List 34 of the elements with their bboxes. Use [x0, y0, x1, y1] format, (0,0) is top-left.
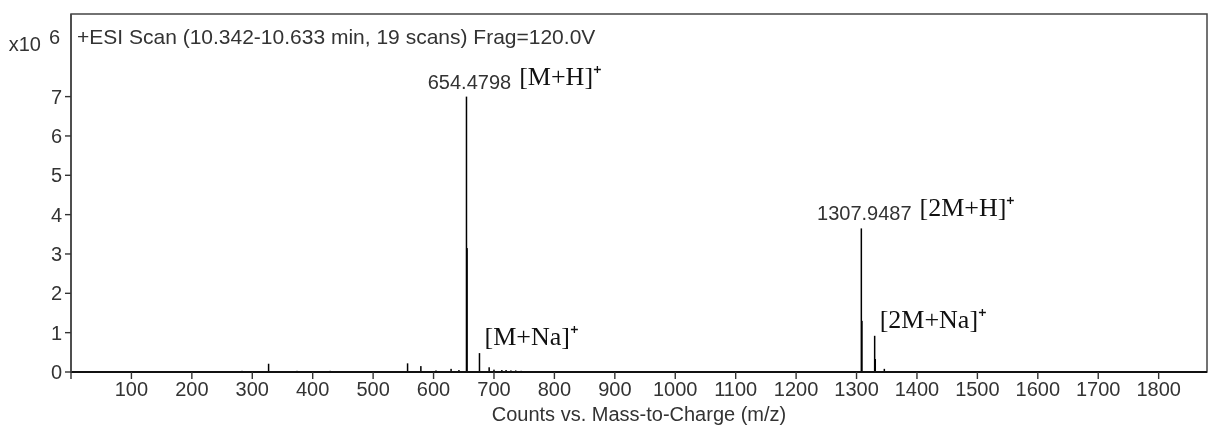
- annotation: [M+Na]⁺: [484, 322, 579, 352]
- y-tick-label: 1: [50, 321, 62, 344]
- annotation: [2M+Na]⁺: [879, 304, 988, 334]
- annotation: 654.4798: [427, 70, 512, 93]
- x-tick-label: 100: [114, 378, 149, 400]
- annotation: [M+H]⁺: [519, 61, 603, 91]
- x-tick-label: 400: [296, 378, 330, 400]
- annotation: 1307.9487: [817, 202, 912, 225]
- x-tick-label: 1700: [1075, 378, 1121, 400]
- x-tick-label: 1600: [1015, 378, 1061, 400]
- x-tick-label: 900: [598, 378, 632, 400]
- x-tick-label: 1100: [714, 378, 758, 400]
- x-tick-label: 200: [175, 378, 209, 400]
- y-tick-label: 3: [50, 242, 62, 265]
- x-tick-label: 700: [477, 378, 511, 400]
- annotation: [2M+H]⁺: [919, 193, 1016, 223]
- y-tick-label: 6: [50, 124, 62, 147]
- x-tick-label: 800: [537, 378, 572, 400]
- y-tick-label: 0: [50, 361, 62, 383]
- x-tick-label: 1200: [773, 378, 819, 400]
- y-tick-label: 2: [50, 282, 62, 305]
- y-tick-label: 7: [50, 85, 62, 108]
- x-tick-label: 1000: [653, 378, 698, 400]
- x-axis-title: Counts vs. Mass-to-Charge (m/z): [491, 403, 787, 425]
- x-tick-label: 1300: [834, 378, 879, 400]
- x-tick-label: 1800: [1136, 378, 1181, 400]
- y-tick-label: 5: [50, 164, 62, 187]
- x-tick-label: 500: [356, 378, 390, 400]
- x-tick-label: 1500: [955, 378, 1000, 400]
- text: +ESI Scan (10.342-10.633 min, 19 scans) Frag=120.0V: [77, 25, 596, 48]
- x-tick-label: 600: [416, 378, 451, 400]
- x-tick-label: 1400: [894, 378, 940, 400]
- y-tick-label: 4: [50, 203, 62, 226]
- x-tick-label: 300: [235, 378, 269, 400]
